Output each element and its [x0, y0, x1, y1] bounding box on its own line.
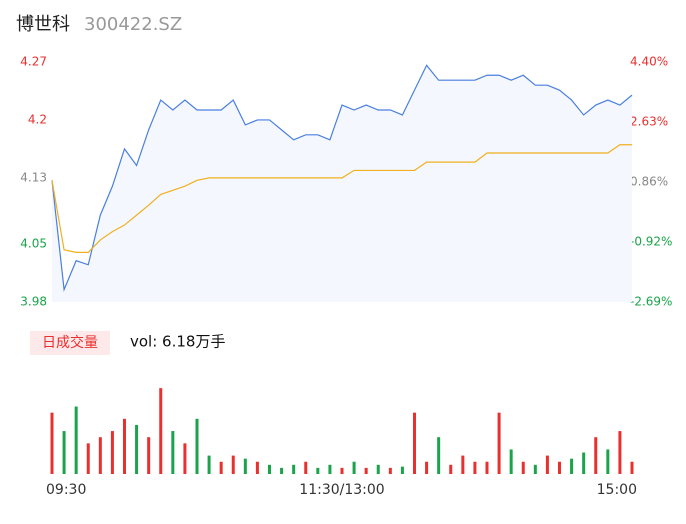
volume-bar [340, 467, 344, 474]
volume-bar [123, 418, 126, 474]
x-tick-label: 15:00 [597, 482, 637, 498]
volume-bar [582, 452, 586, 474]
price-area [52, 65, 632, 302]
volume-bar [292, 464, 296, 474]
volume-bar [231, 455, 235, 474]
volume-total: vol: 6.18万手 [130, 333, 225, 351]
volume-title: 日成交量 [42, 334, 98, 351]
volume-bar [316, 467, 320, 474]
volume-bar [207, 455, 211, 474]
volume-bar [400, 466, 404, 474]
y2-tick-label: 2.63% [630, 114, 668, 128]
y2-tick-label: -2.69% [630, 295, 672, 309]
volume-bar [110, 431, 114, 474]
x-tick-label: 11:30/13:00 [299, 482, 384, 498]
volume-bar [473, 461, 477, 474]
volume-bar [50, 412, 54, 474]
price-line [51, 64, 633, 292]
volume-bar [618, 431, 622, 474]
chart-subtitle: 300422.SZ [84, 14, 182, 35]
volume-bar [98, 437, 102, 474]
volume-bar [606, 449, 610, 474]
volume-bar [280, 467, 284, 474]
volume-bar [195, 418, 199, 474]
volume-bar [135, 424, 139, 474]
volume-bar [570, 458, 574, 474]
volume-bar [413, 412, 416, 474]
volume-bar [255, 461, 259, 474]
volume-bar [497, 412, 501, 474]
average-line [51, 144, 632, 253]
volume-bar [364, 467, 368, 474]
volume-bar [449, 464, 453, 474]
volume-bar [183, 443, 187, 474]
volume-bar [86, 443, 90, 474]
volume-bar [352, 461, 356, 474]
volume-bar [521, 461, 525, 474]
volume-bar [594, 437, 598, 474]
volume-bar [159, 388, 163, 474]
volume-bar [461, 455, 465, 474]
volume-bar [74, 406, 78, 474]
y-tick-label: 4.13 [20, 170, 47, 184]
volume-bar [630, 461, 634, 474]
volume-bar [268, 464, 271, 474]
volume-bar [425, 461, 429, 474]
volume-bar [147, 437, 151, 474]
volume-bar [219, 461, 223, 474]
y-tick-label: 3.98 [20, 295, 47, 309]
y2-tick-label: 0.86% [630, 174, 668, 188]
volume-bar [171, 431, 175, 474]
y-tick-label: 4.27 [20, 55, 47, 69]
volume-bar [509, 449, 513, 474]
volume-badge [30, 331, 110, 355]
volume-bar [304, 461, 308, 474]
volume-bar [545, 455, 549, 474]
y-tick-label: 4.2 [28, 112, 47, 126]
volume-bar [376, 464, 380, 474]
volume-bar [62, 431, 66, 474]
volume-bar [533, 464, 537, 474]
volume-bar [243, 458, 247, 474]
chart-title: 博世科 [16, 14, 70, 35]
volume-bar [558, 461, 561, 474]
y2-tick-label: -0.92% [630, 235, 672, 249]
volume-bar [437, 437, 441, 474]
x-tick-label: 09:30 [46, 482, 86, 498]
y-tick-label: 4.05 [20, 237, 47, 251]
volume-bar [485, 461, 489, 474]
volume-bar [328, 464, 332, 474]
y2-tick-label: 4.40% [630, 55, 668, 69]
volume-bar [388, 467, 392, 474]
